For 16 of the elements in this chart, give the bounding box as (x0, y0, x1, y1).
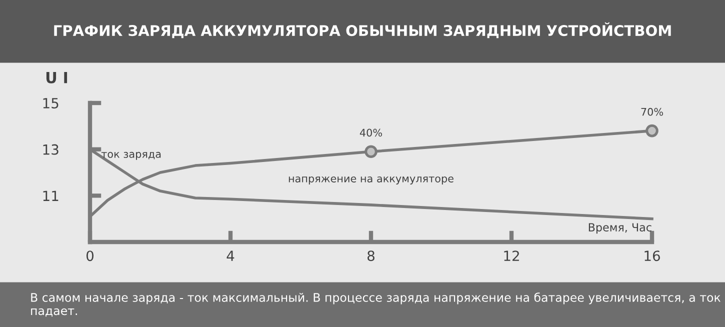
chart-title: ГРАФИК ЗАРЯДА АККУМУЛЯТОРА ОБЫЧНЫМ ЗАРЯДНЫМ УСТРОЙСТВОМ (54, 22, 671, 38)
x-tick-label: 12 (504, 250, 519, 261)
x-tick-label: 16 (644, 250, 660, 262)
y-tick-label: 11 (43, 190, 58, 201)
x-tick-label: 8 (368, 250, 374, 262)
annotation: ток заряда (101, 152, 161, 160)
annotation: 40% (360, 128, 382, 137)
annotation: 70% (641, 108, 663, 116)
text: В самом начале заряда - ток максимальный. В процессе заряда напряжение на батарее увеличивается, а ток падает. (31, 292, 720, 317)
y-tick-label: 13 (43, 144, 58, 155)
y-axis-title: U I (46, 72, 68, 84)
x-axis-title: Время, Час (588, 223, 652, 234)
x-tick-label: 0 (86, 250, 94, 262)
x-tick-label: 4 (226, 250, 234, 261)
annotation: напряжение на аккумуляторе (288, 176, 454, 184)
y-tick-label: 15 (43, 98, 58, 108)
